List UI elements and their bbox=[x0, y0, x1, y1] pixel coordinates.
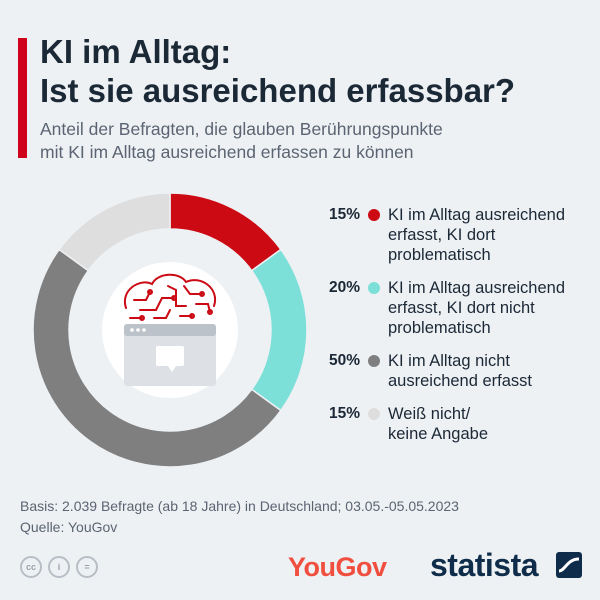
legend-item: 50% KI im Alltag nicht ausreichend erfas… bbox=[318, 351, 593, 391]
legend-label: KI im Alltag nicht ausreichend erfasst bbox=[388, 351, 588, 391]
legend-label-line: KI im Alltag ausreichend bbox=[388, 279, 566, 297]
legend-percent: 15% bbox=[328, 405, 360, 422]
legend-dot-icon bbox=[368, 408, 380, 420]
legend-label-line: KI im Alltag nicht bbox=[388, 352, 510, 370]
legend-label-line: erfasst, KI dort bbox=[388, 226, 496, 244]
footer-notes: Basis: 2.039 Befragte (ab 18 Jahre) in D… bbox=[20, 496, 459, 538]
legend-dot-icon bbox=[368, 209, 380, 221]
legend-item: 20% KI im Alltag ausreichend erfasst, KI… bbox=[318, 278, 593, 338]
chart-subtitle: Anteil der Befragten, die glauben Berühr… bbox=[40, 118, 580, 164]
legend-label-line: ausreichend erfasst bbox=[388, 372, 532, 390]
title-line-2: Ist sie ausreichend erfassbar? bbox=[40, 72, 516, 109]
subtitle-line-1: Anteil der Befragten, die glauben Berühr… bbox=[40, 119, 443, 139]
legend-percent: 15% bbox=[328, 206, 360, 223]
legend-label-line: KI im Alltag ausreichend bbox=[388, 206, 566, 224]
legend-label-line: Weiß nicht/ bbox=[388, 405, 471, 423]
by-icon[interactable]: i bbox=[48, 556, 70, 578]
donut-slice bbox=[58, 192, 171, 272]
subtitle-line-2: mit KI im Alltag ausreichend erfassen zu… bbox=[40, 142, 414, 162]
donut-slice bbox=[32, 248, 282, 468]
yougov-logo: YouGov bbox=[288, 552, 387, 582]
accent-bar bbox=[18, 38, 27, 158]
donut-slice bbox=[169, 192, 282, 272]
donut-chart bbox=[32, 192, 308, 468]
statista-logo-icon bbox=[556, 552, 582, 578]
legend-label: KI im Alltag ausreichend erfasst, KI dor… bbox=[388, 278, 588, 338]
source-note: Quelle: YouGov bbox=[20, 519, 118, 535]
legend-label: Weiß nicht/ keine Angabe bbox=[388, 404, 588, 444]
legend-label-line: problematisch bbox=[388, 319, 491, 337]
legend-label-line: problematisch bbox=[388, 246, 491, 264]
title-line-1: KI im Alltag: bbox=[40, 33, 232, 70]
basis-note: Basis: 2.039 Befragte (ab 18 Jahre) in D… bbox=[20, 498, 459, 514]
legend-dot-icon bbox=[368, 355, 380, 367]
cc-icon[interactable]: cc bbox=[20, 556, 42, 578]
legend-label-line: erfasst, KI dort nicht bbox=[388, 299, 535, 317]
donut-slices bbox=[32, 192, 308, 468]
legend-item: 15% KI im Alltag ausreichend erfasst, KI… bbox=[318, 205, 593, 265]
license-icons: cc i = bbox=[20, 556, 98, 578]
statista-logo: statista bbox=[430, 547, 539, 583]
legend-dot-icon bbox=[368, 282, 380, 294]
legend-label-line: keine Angabe bbox=[388, 425, 489, 443]
legend-percent: 50% bbox=[328, 352, 360, 369]
chart-legend: 15% KI im Alltag ausreichend erfasst, KI… bbox=[318, 205, 593, 457]
page-title: KI im Alltag: Ist sie ausreichend erfass… bbox=[40, 32, 580, 110]
legend-item: 15% Weiß nicht/ keine Angabe bbox=[318, 404, 593, 444]
ai-brain-browser-icon bbox=[102, 262, 238, 398]
legend-percent: 20% bbox=[328, 279, 360, 296]
legend-label: KI im Alltag ausreichend erfasst, KI dor… bbox=[388, 205, 588, 265]
donut-slice bbox=[250, 248, 308, 412]
nd-icon[interactable]: = bbox=[76, 556, 98, 578]
